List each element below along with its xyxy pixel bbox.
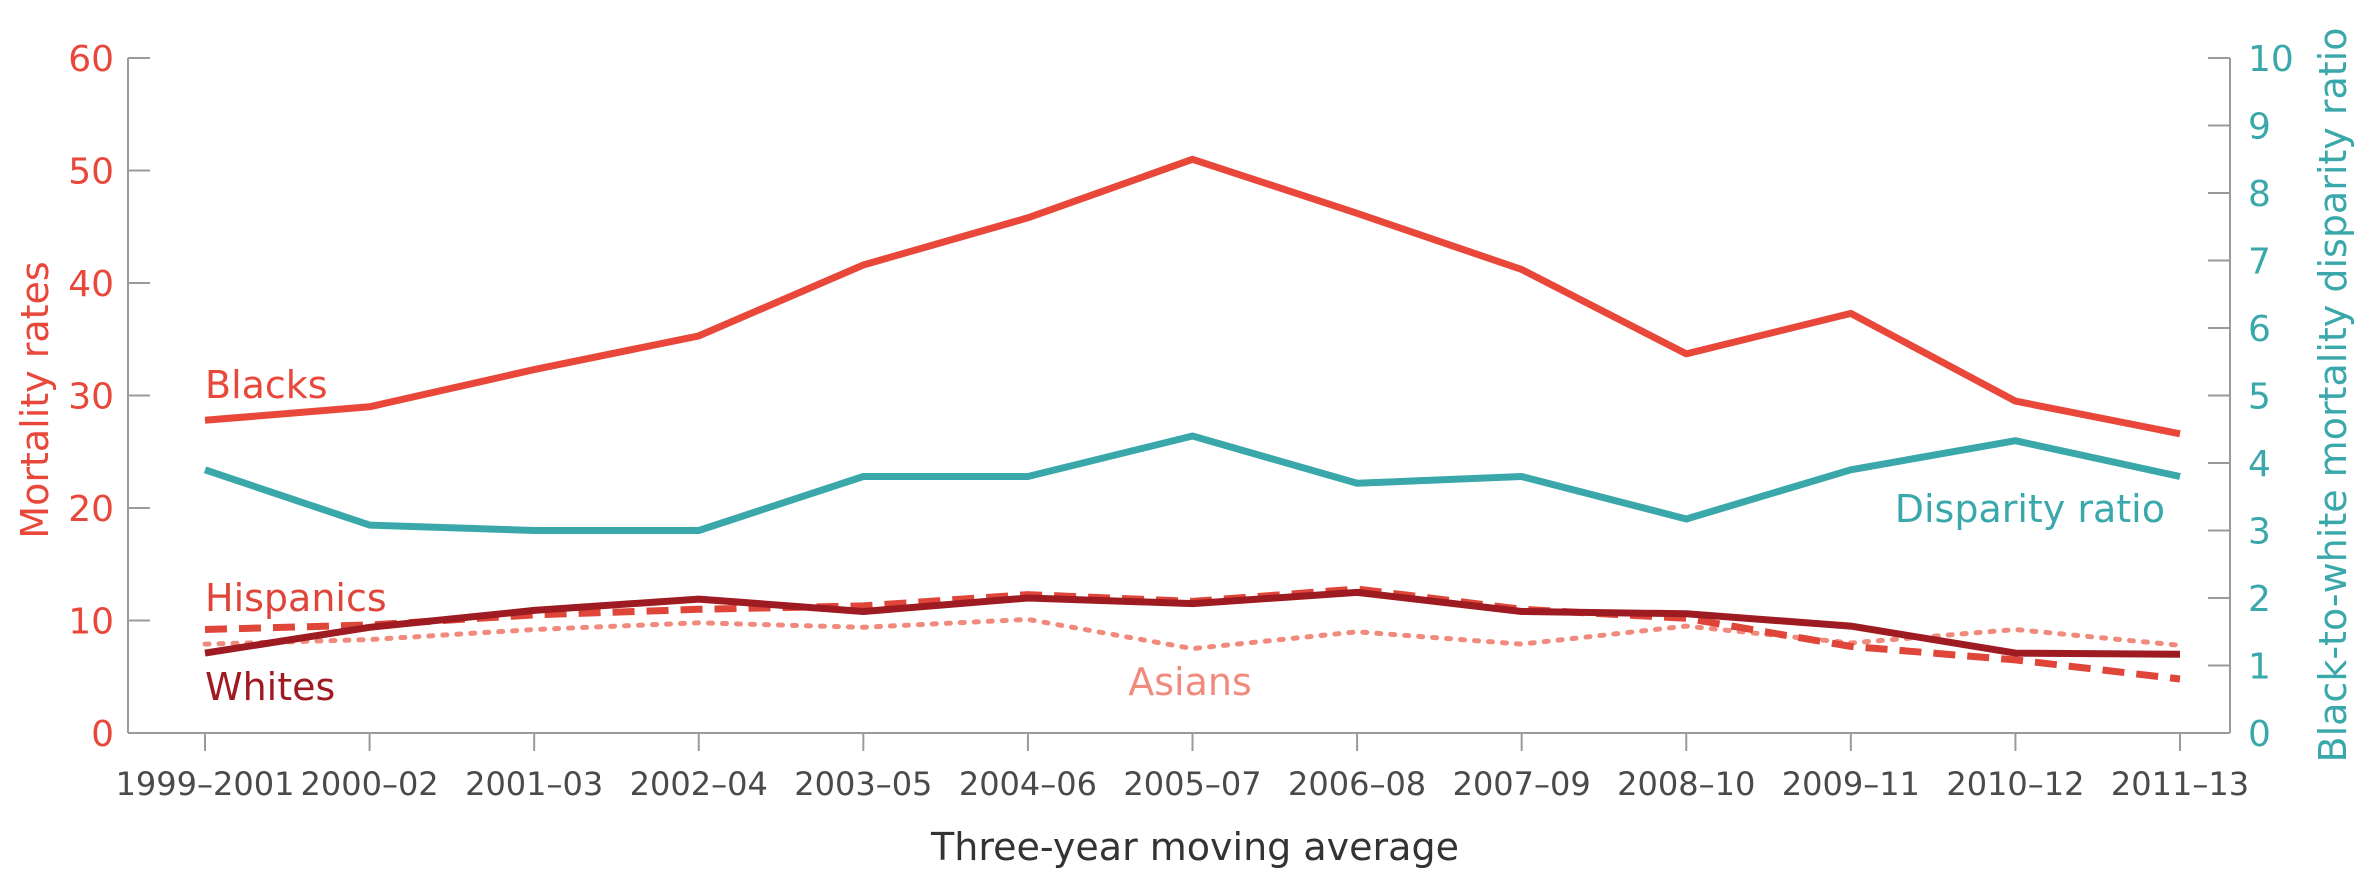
x-tick-label: 2002–04 xyxy=(630,765,768,803)
y-right-tick-label: 4 xyxy=(2248,444,2271,485)
y-left-tick-label: 60 xyxy=(68,39,114,80)
x-tick-label: 2000–02 xyxy=(301,765,439,803)
y-axis-right-title: Black-to-white mortality disparity ratio xyxy=(2311,28,2355,763)
x-tick-label: 2005–07 xyxy=(1123,765,1261,803)
y-right-ticks: 0 1 2 3 4 5 6 7 8 9 10 xyxy=(2208,39,2294,755)
y-left-tick-label: 10 xyxy=(68,602,114,643)
x-tick-label: 2008–10 xyxy=(1617,765,1755,803)
x-tick-label: 2007–09 xyxy=(1453,765,1591,803)
y-right-tick-label: 6 xyxy=(2248,309,2271,350)
x-ticks: 1999–2001 2000–02 2001–03 2002–04 2003–05 200… xyxy=(116,733,2249,803)
y-right-tick-label: 2 xyxy=(2248,579,2271,620)
series-label-asians: Asians xyxy=(1128,660,1252,704)
x-tick-label: 1999–2001 xyxy=(116,765,295,803)
y-left-tick-label: 30 xyxy=(68,377,114,418)
series-label-blacks: Blacks xyxy=(205,363,328,407)
series-label-whites: Whites xyxy=(205,665,335,709)
series-lines xyxy=(202,155,2183,683)
y-right-tick-label: 5 xyxy=(2248,377,2271,418)
y-left-tick-label: 40 xyxy=(68,264,114,305)
series-line-whites xyxy=(204,588,2181,658)
y-left-tick-label: 0 xyxy=(91,714,114,755)
axes xyxy=(127,58,2231,734)
y-left-tick-label: 20 xyxy=(68,489,114,530)
x-tick-label: 2010–12 xyxy=(1946,765,2084,803)
y-left-tick-label: 50 xyxy=(68,152,114,193)
x-tick-label: 2009–11 xyxy=(1782,765,1920,803)
x-tick-label: 2004–06 xyxy=(959,765,1097,803)
y-left-ticks: 0 10 20 30 40 50 60 xyxy=(68,39,150,755)
x-axis-title: Three-year moving average xyxy=(930,825,1459,869)
y-axis-left-title: Mortality rates xyxy=(13,261,57,538)
y-right-tick-label: 0 xyxy=(2248,714,2271,755)
y-right-tick-label: 7 xyxy=(2248,242,2271,283)
series-labels: Blacks Disparity ratio Hispanics Whites Asia… xyxy=(205,363,2165,709)
x-tick-label: 2001–03 xyxy=(465,765,603,803)
y-right-tick-label: 1 xyxy=(2248,647,2271,688)
y-right-tick-label: 8 xyxy=(2248,174,2271,215)
x-tick-label: 2003–05 xyxy=(794,765,932,803)
y-right-tick-label: 10 xyxy=(2248,39,2294,80)
y-right-tick-label: 9 xyxy=(2248,107,2271,148)
series-label-disparity-ratio: Disparity ratio xyxy=(1895,487,2165,531)
series-line-disparity-ratio xyxy=(203,432,2181,534)
series-label-hispanics: Hispanics xyxy=(205,576,387,620)
y-right-tick-label: 3 xyxy=(2248,512,2271,553)
x-tick-label: 2006–08 xyxy=(1288,765,1426,803)
x-tick-label: 2011–13 xyxy=(2111,765,2249,803)
series-line-blacks xyxy=(204,155,2181,438)
